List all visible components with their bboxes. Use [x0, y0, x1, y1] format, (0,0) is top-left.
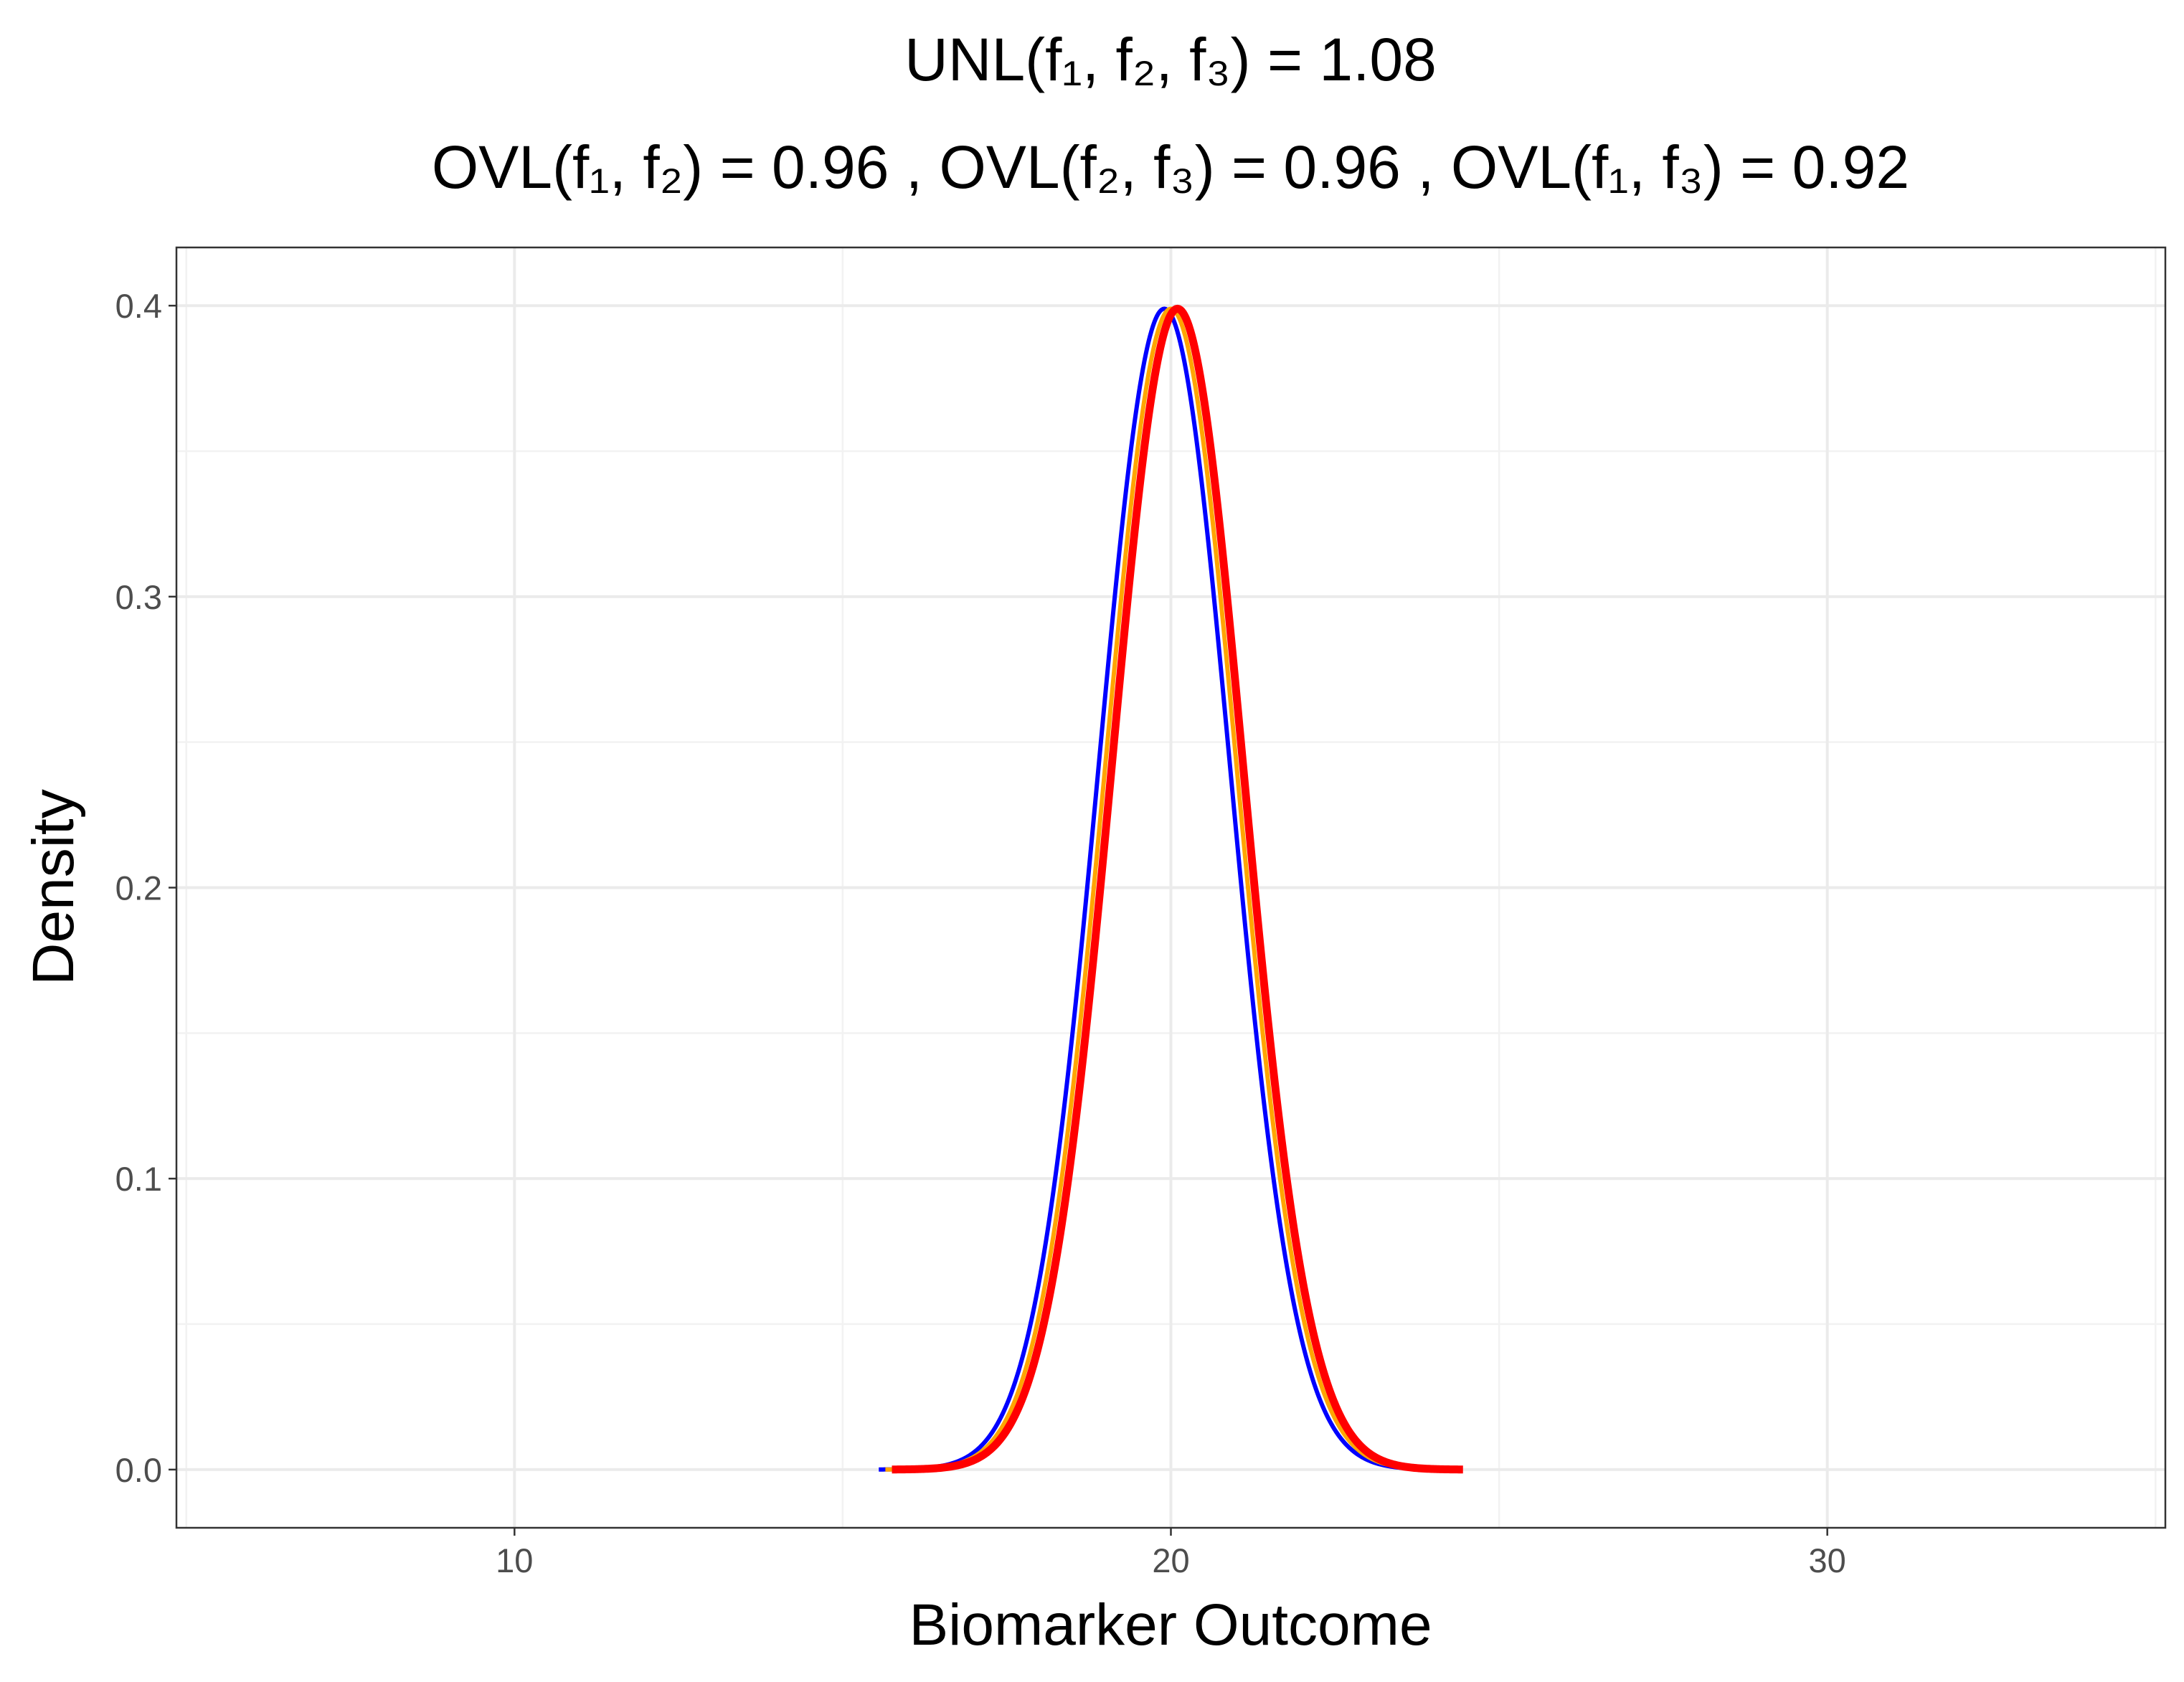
- x-axis-title: Biomarker Outcome: [909, 1592, 1432, 1658]
- chart-title-line-1: UNL(f₁, f₂, f₃) = 1.08: [904, 26, 1437, 93]
- x-tick-label: 30: [1809, 1541, 1846, 1579]
- x-axis: 10 20 30: [496, 1528, 1846, 1579]
- density-curve-3: [889, 304, 1466, 1474]
- x-tick-label: 10: [496, 1541, 533, 1579]
- x-tick-label: 20: [1152, 1541, 1189, 1579]
- y-tick-label: 0.4: [115, 287, 162, 325]
- y-tick-label: 0.3: [115, 578, 162, 616]
- series-lines: [878, 304, 1466, 1474]
- y-tick-label: 0.2: [115, 869, 162, 907]
- y-axis-title: Density: [21, 789, 86, 985]
- density-curve-1: [878, 306, 1451, 1472]
- y-axis: 0.0 0.1 0.2 0.3 0.4: [115, 287, 176, 1489]
- y-tick-label: 0.0: [115, 1451, 162, 1489]
- chart-title-line-2: OVL(f₁, f₂) = 0.96 , OVL(f₂, f₃) = 0.96 …: [432, 133, 1909, 201]
- grid-major: [176, 247, 2165, 1528]
- y-tick-label: 0.1: [115, 1160, 162, 1198]
